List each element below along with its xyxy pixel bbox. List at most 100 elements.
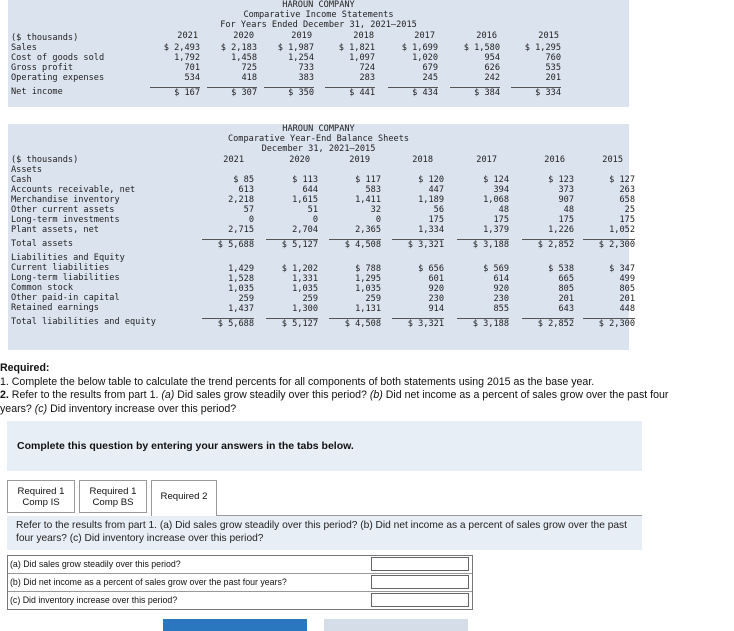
value-cell: 263 <box>619 185 635 195</box>
value-cell: 383 <box>298 73 314 83</box>
value-cell: 259 <box>365 294 381 304</box>
row-label: Long-term liabilities <box>11 273 120 283</box>
value-cell: $ 2,493 <box>163 43 200 53</box>
value-cell: 283 <box>359 73 375 83</box>
value-cell: 175 <box>619 215 635 225</box>
value-cell: $ 2,852 <box>522 239 574 250</box>
value-cell: 175 <box>428 215 444 225</box>
value-cell: $ 1,699 <box>401 43 438 53</box>
value-cell: $ 5,688 <box>202 318 254 329</box>
value-cell: $ 1,987 <box>277 43 314 53</box>
table-row: (b) Did net income as a percent of sales… <box>8 574 472 592</box>
value-cell: 2,704 <box>292 225 318 235</box>
value-cell: $ 5,127 <box>266 318 318 329</box>
value-cell: 394 <box>493 185 509 195</box>
row-label: Long-term investments <box>11 215 120 225</box>
value-cell: 1,334 <box>418 225 444 235</box>
value-cell: $ 2,852 <box>522 318 574 329</box>
value-column: $ 124 394 1,068 48 175 1,379 $ 3,188 $ 569 614 92… <box>457 165 509 329</box>
answer-c-select[interactable] <box>371 593 469 607</box>
balance-year: 2016 <box>544 155 565 165</box>
value-cell: $ 117 <box>355 175 381 185</box>
row-label: Sales <box>11 43 37 53</box>
value-column: $ 117 583 1,411 32 0 2,365 $ 4,508 $ 788 1,295 1,… <box>329 165 381 329</box>
value-cell: 1,528 <box>228 274 254 284</box>
question-label: (b) Did net income as a percent of sales… <box>10 577 287 587</box>
value-cell: $ 2,300 <box>583 239 635 250</box>
row-label: Gross profit <box>11 63 74 73</box>
value-cell: 601 <box>428 274 444 284</box>
row-label: Accounts receivable, net <box>11 185 136 195</box>
value-cell: 56 <box>433 205 444 215</box>
value-column: $ 1,821 1,097 724 283 $ 441 <box>325 43 375 98</box>
value-cell: 1,097 <box>349 53 375 63</box>
value-cell: $ 347 <box>609 264 635 274</box>
value-cell: 1,615 <box>292 195 318 205</box>
value-cell: 1,226 <box>548 225 574 235</box>
tab-required-1-comp-bs[interactable]: Required 1 Comp BS <box>79 480 147 513</box>
value-cell: 534 <box>184 73 200 83</box>
value-column: $ 1,987 1,254 733 383 $ 350 <box>264 43 314 98</box>
required-item-2: 2. Refer to the results from part 1. (a)… <box>0 389 700 416</box>
next-button[interactable] <box>324 619 468 631</box>
value-column: $ 120 447 1,189 56 175 1,334 $ 3,321 $ 656 601 92… <box>392 165 444 329</box>
tab-required-1-comp-is[interactable]: Required 1 Comp IS <box>7 480 75 513</box>
value-cell: 1,131 <box>355 304 381 314</box>
income-year: 2016 <box>476 31 497 41</box>
income-company: HAROUN COMPANY <box>282 0 355 10</box>
value-cell: $ 434 <box>388 87 438 98</box>
answer-a-select[interactable] <box>371 557 469 571</box>
question-label: (c) Did inventory increase over this per… <box>10 595 178 605</box>
value-cell: 201 <box>619 294 635 304</box>
value-cell: 1,035 <box>355 284 381 294</box>
value-cell: 644 <box>302 185 318 195</box>
income-statement-panel: HAROUN COMPANY Comparative Income Statem… <box>8 0 629 107</box>
row-label: Operating expenses <box>11 73 105 83</box>
income-year: 2017 <box>414 31 435 41</box>
value-cell: 32 <box>370 205 381 215</box>
value-cell: $ 120 <box>418 175 444 185</box>
assets-heading: Assets <box>11 165 43 175</box>
value-cell: 760 <box>545 53 561 63</box>
value-cell: 1,792 <box>174 53 200 63</box>
value-cell: 0 <box>248 215 254 225</box>
value-cell: 242 <box>484 73 500 83</box>
value-cell: 1,429 <box>228 264 254 274</box>
value-cell: 954 <box>484 53 500 63</box>
tab-required-2[interactable]: Required 2 <box>151 480 217 516</box>
value-cell: 920 <box>493 284 509 294</box>
item2-a-letter: (a) <box>161 389 175 401</box>
balance-unit-label: ($ thousands) <box>11 155 79 165</box>
answer-table: (a) Did sales grow steadily over this pe… <box>7 555 473 610</box>
income-labels: Sales Cost of goods sold Gross profit Op… <box>11 43 104 97</box>
balance-company: HAROUN COMPANY <box>282 124 355 134</box>
value-cell: 0 <box>312 215 318 225</box>
value-cell: $ 307 <box>207 87 257 98</box>
value-cell: 914 <box>428 304 444 314</box>
answer-b-select[interactable] <box>371 575 469 589</box>
instruction-text: Complete this question by entering your … <box>17 440 354 452</box>
value-cell: 724 <box>359 63 375 73</box>
value-cell: 1,189 <box>418 195 444 205</box>
income-year: 2018 <box>353 31 374 41</box>
value-column: $ 127 263 658 25 175 1,052 $ 2,300 $ 347 499 805 2… <box>583 165 635 329</box>
value-cell: 626 <box>484 63 500 73</box>
value-cell: 175 <box>493 215 509 225</box>
balance-year: 2017 <box>476 155 497 165</box>
previous-button[interactable] <box>163 619 307 631</box>
item2-pre: Refer to the results from part 1. <box>11 389 159 401</box>
value-cell: $ 123 <box>548 175 574 185</box>
value-cell: 1,437 <box>228 304 254 314</box>
value-cell: 2,218 <box>228 195 254 205</box>
value-cell: 1,068 <box>483 195 509 205</box>
income-year: 2019 <box>291 31 312 41</box>
liabilities-heading: Liabilities and Equity <box>11 253 125 263</box>
value-column: $ 1,580 954 626 242 $ 384 <box>450 43 500 98</box>
value-cell: 418 <box>241 73 257 83</box>
value-column: $ 85 613 2,218 57 0 2,715 $ 5,688 1,429 1,528 1,0… <box>202 165 254 329</box>
value-cell: 907 <box>558 195 574 205</box>
value-cell: 201 <box>558 294 574 304</box>
value-cell: $ 3,321 <box>392 239 444 250</box>
value-cell: 1,331 <box>292 274 318 284</box>
row-label: Cash <box>11 175 32 185</box>
